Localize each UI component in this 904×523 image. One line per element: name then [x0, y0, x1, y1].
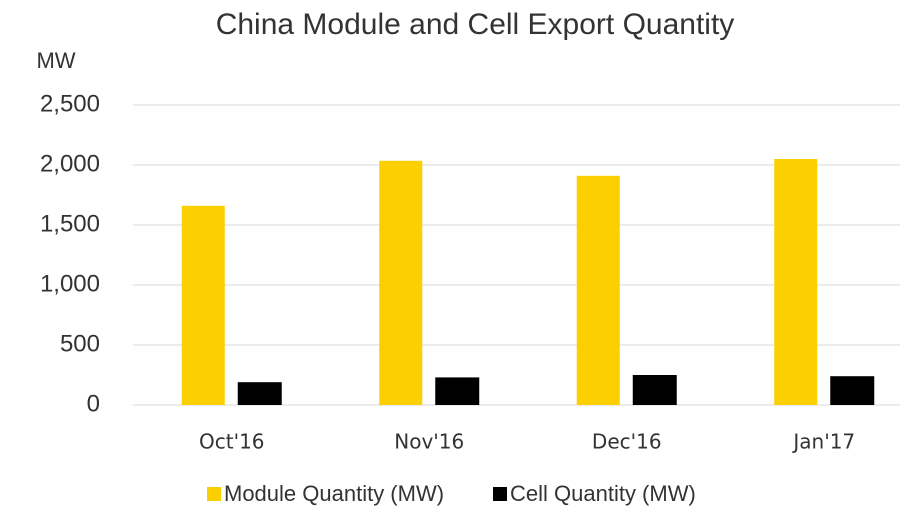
y-tick-label: 0 [87, 390, 100, 417]
y-tick-label: 500 [60, 330, 100, 357]
legend-label: Module Quantity (MW) [224, 481, 444, 506]
bar [632, 375, 677, 405]
bar [379, 160, 423, 405]
legend-swatch [207, 487, 221, 501]
bar [181, 205, 225, 405]
legend-label: Cell Quantity (MW) [510, 481, 696, 506]
y-tick-label: 1,500 [40, 210, 100, 237]
y-tick-label: 2,500 [40, 90, 100, 117]
x-tick-label: Oct'16 [199, 430, 265, 454]
bar [576, 175, 620, 405]
bar [435, 377, 480, 405]
y-tick-label: 1,000 [40, 270, 100, 297]
x-tick-label: Jan'17 [791, 430, 855, 454]
y-tick-label: 2,000 [40, 150, 100, 177]
legend-swatch [493, 487, 507, 501]
bar [237, 382, 282, 405]
y-axis-label: MW [36, 48, 75, 73]
x-tick-label: Nov'16 [394, 430, 464, 454]
chart-title: China Module and Cell Export Quantity [216, 8, 735, 41]
x-tick-label: Dec'16 [592, 430, 662, 454]
bar [830, 376, 875, 405]
bar [774, 159, 818, 405]
